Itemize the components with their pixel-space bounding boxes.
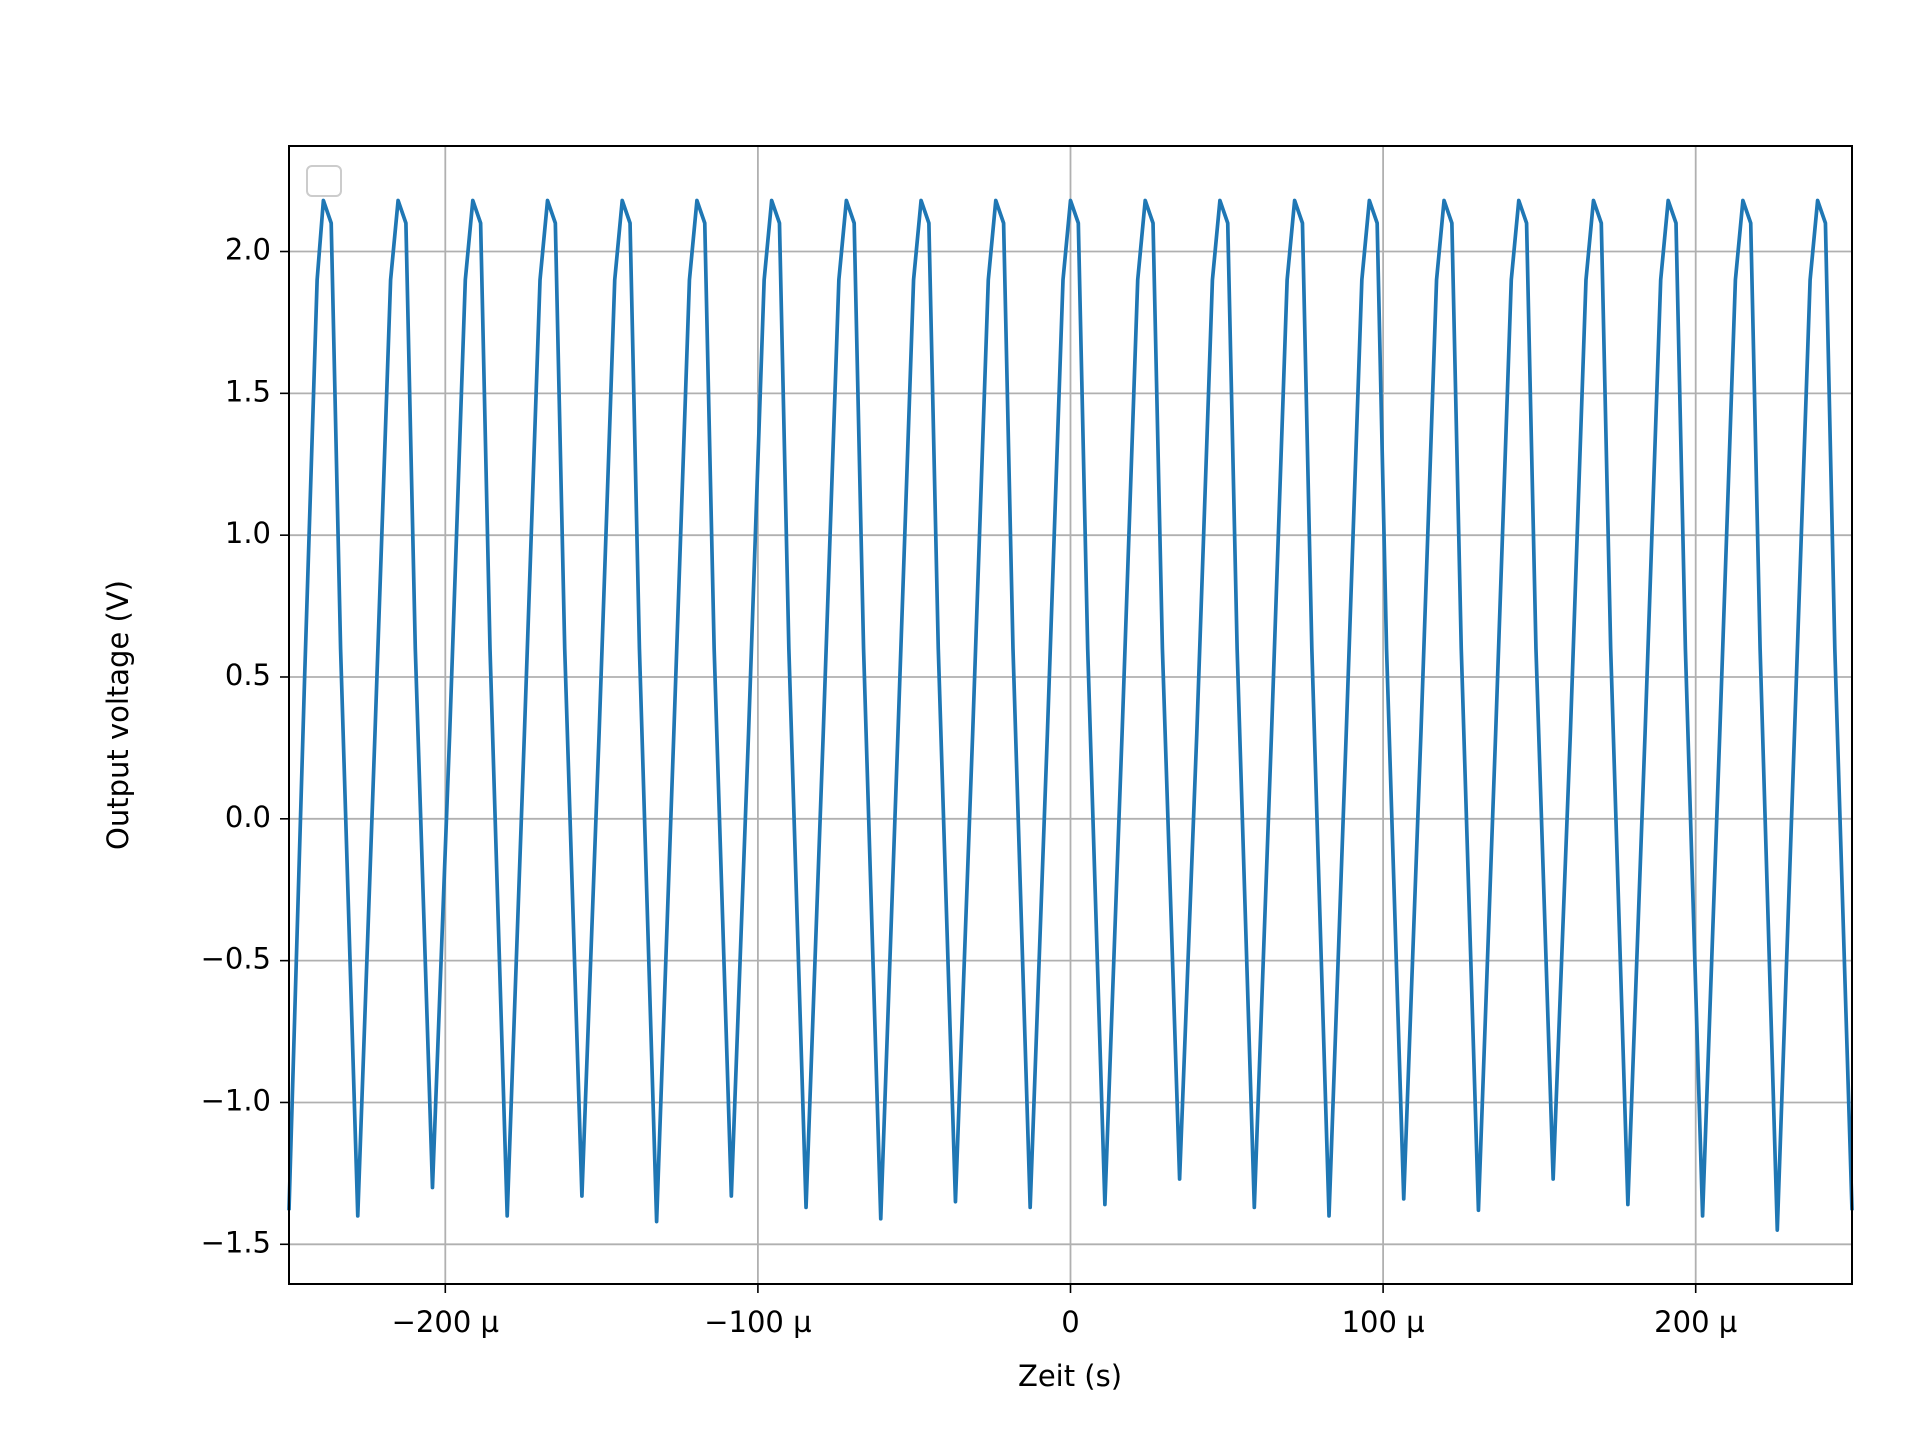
ticks: −200 µ −100 µ 0 100 µ 200 µ −1.5 −1.0 −0.5 0.0 0.… bbox=[201, 233, 1738, 1339]
y-tick-label: 1.0 bbox=[225, 516, 271, 550]
plot bbox=[287, 198, 1854, 1232]
y-tick-label: −1.0 bbox=[201, 1083, 271, 1117]
x-tick-label: 0 bbox=[1061, 1305, 1079, 1339]
y-tick-label: −1.5 bbox=[201, 1225, 271, 1259]
x-axis-label: Zeit (s) bbox=[1018, 1359, 1122, 1393]
grid bbox=[289, 146, 1852, 1284]
y-axis-label: Output voltage (V) bbox=[101, 580, 135, 850]
y-tick-label: 1.5 bbox=[225, 374, 271, 408]
legend bbox=[306, 165, 342, 197]
y-tick-label: 0.5 bbox=[225, 658, 271, 692]
y-tick-label: −0.5 bbox=[201, 942, 271, 976]
x-tick-label: −100 µ bbox=[704, 1305, 811, 1339]
x-tick-label: 100 µ bbox=[1342, 1305, 1425, 1339]
x-tick-label: 200 µ bbox=[1654, 1305, 1737, 1339]
y-tick-label: 0.0 bbox=[225, 800, 271, 834]
x-tick-label: −200 µ bbox=[392, 1305, 499, 1339]
y-tick-label: 2.0 bbox=[225, 233, 271, 267]
data-line bbox=[287, 198, 1854, 1232]
